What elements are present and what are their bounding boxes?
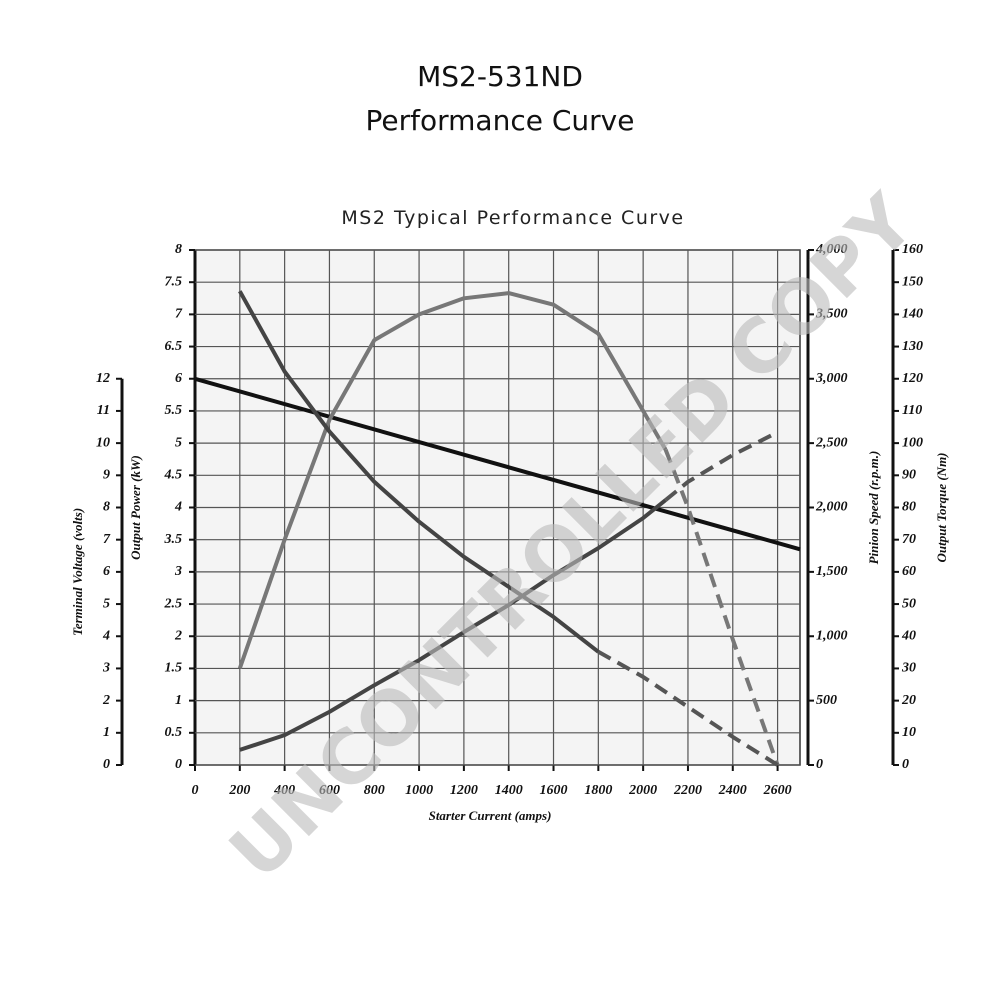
y-tick-label: 2,500 [815, 435, 848, 450]
y-tick-label: 6.5 [165, 339, 183, 354]
data-line [239, 498, 667, 752]
chart-title: MS2-531ND [417, 60, 583, 93]
x-tick-label: 1800 [584, 783, 612, 798]
data-line [663, 448, 780, 766]
x-tick-label: 1000 [405, 783, 433, 798]
y-tick-label: 0 [902, 757, 909, 772]
y-tick-label: 9 [103, 468, 110, 483]
y-tick-label: 3,000 [815, 371, 848, 386]
y-tick-label: 0 [103, 757, 110, 772]
data-line [664, 430, 779, 502]
y-tick-label: 7 [103, 532, 111, 547]
y-tick-label: 2 [174, 628, 182, 643]
y-tick-label: 2,000 [815, 500, 848, 515]
y-tick-label: 30 [901, 661, 916, 676]
y-tick-label: 60 [902, 564, 916, 579]
x-tick-label: 1400 [495, 783, 523, 798]
y-tick-label: 4,000 [815, 242, 848, 257]
y-tick-label: 10 [96, 435, 110, 450]
y-tick-label: 7 [175, 307, 183, 322]
y-tick-label: 5 [175, 435, 182, 450]
x-tick-label: 200 [228, 783, 250, 798]
data-line [238, 290, 600, 654]
y-tick-label: 0 [175, 757, 182, 772]
y-tick-label: 1 [103, 725, 110, 740]
y-tick-label: 11 [97, 403, 110, 418]
data-line [597, 650, 779, 767]
y-tick-label: 5 [103, 596, 110, 611]
y-tick-label: 1,500 [816, 564, 848, 579]
x-tick-label: 2400 [718, 783, 747, 798]
y-axis-title: Output Torque (Nm) [934, 452, 949, 562]
x-tick-label: 2000 [628, 783, 657, 798]
y-axis-title: Pinion Speed (r.p.m.) [866, 451, 881, 565]
data-line [194, 376, 801, 552]
x-axis-title: Starter Current (amps) [429, 808, 552, 823]
y-tick-label: 140 [902, 307, 923, 322]
x-tick-label: 2200 [673, 783, 702, 798]
y-tick-label: 0.5 [165, 725, 183, 740]
x-tick-label: 1200 [450, 783, 478, 798]
y-tick-label: 1 [175, 693, 182, 708]
chart-subtitle: MS2 Typical Performance Curve [341, 207, 684, 229]
y-tick-label: 3 [102, 661, 110, 676]
y-tick-label: 3,500 [815, 307, 848, 322]
y-tick-label: 12 [96, 371, 110, 386]
y-tick-label: 8 [103, 500, 110, 515]
y-tick-label: 3.5 [164, 532, 183, 547]
x-tick-label: 800 [364, 783, 385, 798]
y-tick-label: 110 [902, 403, 922, 418]
y-tick-label: 130 [902, 339, 923, 354]
y-tick-label: 3 [174, 564, 182, 579]
y-tick-label: 160 [902, 242, 923, 257]
y-tick-label: 4 [102, 628, 110, 643]
y-tick-label: 40 [901, 628, 916, 643]
y-tick-label: 80 [902, 500, 916, 515]
y-tick-label: 2 [102, 693, 110, 708]
y-tick-label: 8 [175, 242, 182, 257]
y-tick-label: 4.5 [164, 468, 183, 483]
data-line [237, 291, 668, 670]
y-tick-label: 7.5 [165, 274, 183, 289]
y-tick-label: 6 [103, 564, 110, 579]
x-tick-label: 1600 [540, 783, 568, 798]
y-tick-label: 5.5 [165, 403, 183, 418]
y-tick-label: 6 [175, 371, 182, 386]
y-tick-label: 2.5 [164, 596, 183, 611]
y-tick-label: 100 [902, 435, 923, 450]
y-axis-title: Terminal Voltage (volts) [70, 508, 85, 636]
y-tick-label: 150 [902, 274, 923, 289]
chart-title: Performance Curve [366, 104, 635, 137]
y-tick-label: 70 [902, 532, 916, 547]
y-tick-label: 10 [902, 725, 916, 740]
x-tick-label: 600 [319, 783, 340, 798]
y-tick-label: 20 [901, 693, 916, 708]
y-tick-label: 50 [902, 596, 916, 611]
y-tick-label: 0 [816, 757, 823, 772]
x-tick-label: 0 [192, 783, 199, 798]
y-tick-label: 90 [902, 468, 916, 483]
y-tick-label: 120 [902, 371, 923, 386]
y-tick-label: 500 [816, 693, 837, 708]
x-tick-label: 2600 [763, 783, 792, 798]
y-tick-label: 1,000 [816, 628, 848, 643]
y-tick-label: 1.5 [165, 661, 183, 676]
y-tick-label: 4 [174, 500, 182, 515]
y-axis-title: Output Power (kW) [128, 455, 143, 560]
x-tick-label: 400 [273, 783, 295, 798]
